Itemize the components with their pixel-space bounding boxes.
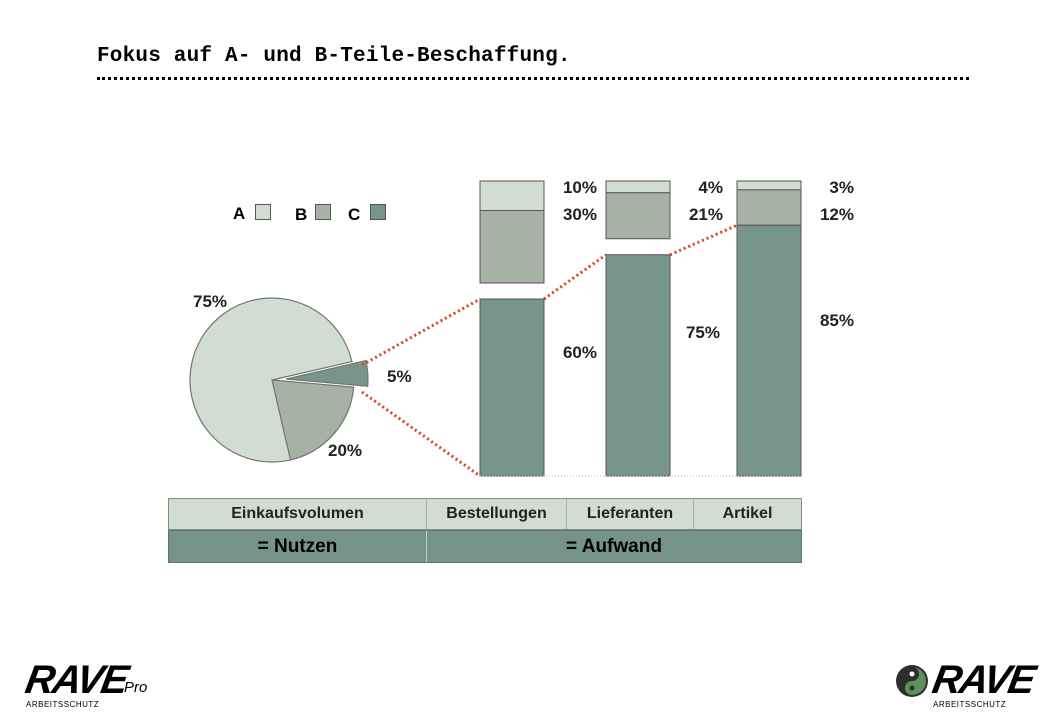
pie-label-c: 5%: [387, 367, 412, 386]
page-title: Fokus auf A- und B-Teile-Beschaffung.: [97, 45, 571, 68]
bar-label-lieferanten-a: 4%: [698, 178, 723, 197]
logo-left-brand: RAVE: [22, 658, 131, 702]
connector-bar1-bar2: [543, 253, 607, 301]
pie-label-b: 20%: [328, 441, 362, 460]
benefit-cost-row: = Nutzen = Aufwand: [168, 530, 802, 563]
legend-swatch-a: [255, 204, 271, 220]
header-lieferanten: Lieferanten: [567, 499, 694, 529]
logo-right-sub: ARBEITSSCHUTZ: [933, 700, 1007, 709]
bar-artikel-a: [736, 180, 802, 191]
connector-pie-bottom: [361, 390, 481, 478]
bar-lieferanten-b: [605, 192, 671, 240]
pie-label-a: 75%: [193, 292, 227, 311]
connector-lines: [361, 223, 738, 478]
bar-lieferanten-a: [605, 180, 671, 194]
bar-lieferanten-c: [605, 254, 671, 477]
legend-label-b: B: [295, 205, 308, 224]
legend-label-a: A: [233, 204, 246, 223]
bar-label-lieferanten-b: 21%: [689, 205, 723, 224]
bar-label-bestellungen-b: 30%: [563, 205, 597, 224]
bar-bestellungen-b: [479, 210, 545, 284]
bar-bestellungen-a: [479, 180, 545, 211]
header-artikel: Artikel: [722, 505, 773, 522]
header-bestellungen: Bestellungen: [427, 499, 567, 529]
legend-swatch-c: [370, 204, 386, 220]
rave-swirl-icon: [896, 665, 928, 697]
connector-bar2-bar3: [669, 223, 738, 257]
pie-slice-c: [285, 359, 369, 387]
pie-slice-b: [271, 379, 355, 461]
bar-bestellungen-c: [479, 298, 545, 477]
category-header-row: Einkaufsvolumen Bestellungen Lieferanten…: [168, 498, 802, 530]
aufwand-label: = Aufwand: [566, 535, 662, 557]
bar-label-bestellungen-c: 60%: [563, 343, 597, 362]
bar-label-artikel-c: 85%: [820, 311, 854, 330]
data-labels: 10% 30% 60% 4% 21% 75% 3% 12% 85%: [563, 178, 854, 362]
logo-right-brand: RAVE: [929, 658, 1038, 702]
bar-label-artikel-a: 3%: [829, 178, 854, 197]
stacked-bar-chart: [479, 180, 802, 477]
logo-left-pro: Pro: [124, 679, 148, 696]
bar-label-bestellungen-a: 10%: [563, 178, 597, 197]
connector-pie-top: [361, 297, 481, 367]
header-einkaufsvolumen: Einkaufsvolumen: [169, 499, 427, 529]
bar-label-lieferanten-c: 75%: [686, 323, 720, 342]
title-divider: [97, 77, 969, 80]
rave-logo-left: RAVE ARBEITSSCHUTZ: [22, 658, 130, 709]
logo-left-sub: ARBEITSSCHUTZ: [26, 700, 100, 709]
bar-artikel-c: [736, 224, 802, 477]
legend-label-c: C: [348, 205, 361, 224]
nutzen-label: = Nutzen: [169, 531, 427, 562]
pie-chart: 75% 20% 5%: [189, 292, 412, 463]
pie-slice-a: [189, 297, 353, 463]
bar-label-artikel-b: 12%: [820, 205, 854, 224]
legend-swatch-b: [315, 204, 331, 220]
bar-artikel-b: [736, 189, 802, 226]
